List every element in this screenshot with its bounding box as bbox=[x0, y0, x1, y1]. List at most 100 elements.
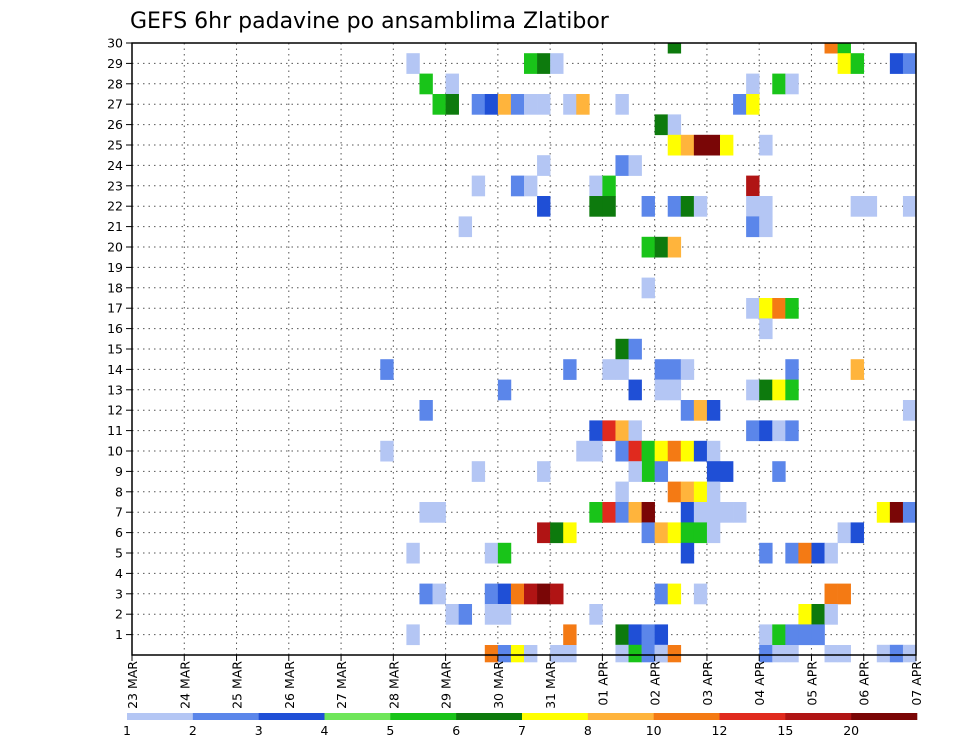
heat-cell bbox=[706, 502, 721, 523]
heat-cell bbox=[484, 583, 499, 605]
heat-cell bbox=[824, 604, 838, 625]
heat-cell bbox=[524, 175, 538, 197]
heat-cell bbox=[902, 502, 917, 523]
heat-cell bbox=[667, 522, 682, 544]
heat-cell bbox=[759, 624, 773, 646]
heat-cell bbox=[693, 440, 708, 462]
heat-cell bbox=[746, 94, 760, 115]
heat-cell bbox=[380, 440, 394, 462]
x-tick-label: 27 MAR bbox=[334, 661, 349, 709]
colorbar-label: 6 bbox=[452, 723, 460, 738]
y-tick-label: 19 bbox=[107, 260, 123, 275]
heat-cell bbox=[641, 522, 655, 544]
y-tick-label: 7 bbox=[115, 505, 123, 520]
heat-cell bbox=[510, 94, 525, 115]
colorbar-label: 4 bbox=[321, 723, 329, 738]
colorbar-segment bbox=[127, 713, 194, 720]
heat-cell bbox=[589, 420, 603, 442]
heat-cell bbox=[524, 583, 538, 605]
colorbar: 1 2 3 4 5 6 7 8 10 12 15 20 bbox=[123, 713, 918, 738]
heat-cell bbox=[772, 645, 786, 663]
heat-cell bbox=[615, 420, 629, 442]
heat-cell bbox=[602, 420, 616, 442]
heat-cell bbox=[772, 461, 786, 482]
y-tick-label: 26 bbox=[107, 117, 123, 132]
heat-cell bbox=[419, 73, 433, 95]
heat-cell bbox=[824, 583, 838, 605]
heat-cell bbox=[706, 481, 721, 503]
heat-cell bbox=[706, 440, 721, 462]
colorbar-label: 20 bbox=[843, 723, 859, 738]
colorbar-label: 12 bbox=[712, 723, 728, 738]
x-tick-label: 01 APR bbox=[595, 661, 610, 706]
heat-cell bbox=[524, 53, 538, 74]
heat-cell bbox=[654, 624, 669, 646]
heat-cell bbox=[537, 461, 551, 482]
x-tick-label: 23 MAR bbox=[125, 661, 140, 709]
heat-cell bbox=[785, 73, 799, 95]
heat-cell bbox=[458, 216, 473, 238]
heat-cell bbox=[628, 644, 642, 663]
heat-cell bbox=[785, 379, 799, 401]
colorbar-segment bbox=[785, 713, 852, 720]
heat-cell bbox=[759, 134, 773, 156]
x-tick-label: 28 MAR bbox=[386, 661, 401, 709]
heat-cell bbox=[602, 175, 616, 197]
heat-cell bbox=[693, 481, 708, 503]
heat-cell bbox=[759, 379, 773, 401]
heat-cell bbox=[876, 644, 891, 663]
heat-cell bbox=[733, 94, 747, 115]
colorbar-segment bbox=[324, 713, 391, 720]
y-tick-label: 22 bbox=[107, 199, 123, 214]
heat-cell bbox=[798, 624, 812, 646]
heat-cell bbox=[772, 624, 786, 646]
y-tick-label: 23 bbox=[107, 178, 123, 193]
heat-cell bbox=[641, 502, 655, 523]
heat-cell bbox=[484, 645, 499, 663]
heat-cell bbox=[889, 502, 904, 523]
colorbar-segment bbox=[192, 713, 259, 720]
y-tick-label: 27 bbox=[107, 97, 123, 112]
colorbar-label: 10 bbox=[646, 723, 662, 738]
heat-cell bbox=[628, 440, 642, 462]
heat-cell bbox=[811, 624, 825, 646]
heat-cell bbox=[563, 645, 577, 663]
colorbar-segment bbox=[719, 713, 786, 720]
heat-cell bbox=[602, 196, 616, 217]
heat-cell bbox=[628, 155, 642, 176]
heat-cell bbox=[837, 43, 851, 54]
colorbar-segment bbox=[390, 713, 457, 720]
heat-cell bbox=[772, 73, 786, 95]
heat-cell bbox=[824, 542, 838, 564]
heat-cell bbox=[680, 134, 695, 156]
heat-cell bbox=[680, 542, 695, 564]
heat-cell bbox=[445, 604, 459, 625]
heat-cell bbox=[654, 461, 669, 482]
x-axis: 23 MAR 24 MAR 25 MAR 26 MAR 27 MAR 28 MAR 29 M… bbox=[125, 655, 924, 709]
heat-cell bbox=[693, 522, 708, 544]
y-tick-label: 21 bbox=[107, 219, 123, 234]
y-tick-label: 24 bbox=[107, 158, 123, 173]
heat-cell bbox=[824, 645, 838, 663]
heat-cell bbox=[589, 502, 603, 523]
heat-cell bbox=[406, 53, 420, 74]
heat-cell bbox=[628, 502, 642, 523]
y-tick-label: 16 bbox=[107, 321, 123, 336]
x-tick-label: 07 APR bbox=[909, 661, 924, 706]
heat-cell bbox=[680, 522, 695, 544]
x-tick-label: 25 MAR bbox=[230, 661, 245, 709]
heat-cell bbox=[641, 196, 655, 217]
heat-cell bbox=[628, 379, 642, 401]
heat-cell bbox=[615, 644, 629, 663]
heat-cell bbox=[654, 440, 669, 462]
heat-cell bbox=[589, 440, 603, 462]
heat-cell bbox=[406, 542, 420, 564]
heat-cell bbox=[471, 461, 486, 482]
heat-cell bbox=[628, 461, 642, 482]
colorbar-segment bbox=[522, 713, 589, 720]
heat-cell bbox=[419, 583, 433, 605]
heat-cell bbox=[576, 94, 590, 115]
heat-cell bbox=[563, 359, 577, 380]
heat-cell bbox=[563, 522, 577, 544]
heat-cell bbox=[537, 583, 551, 605]
